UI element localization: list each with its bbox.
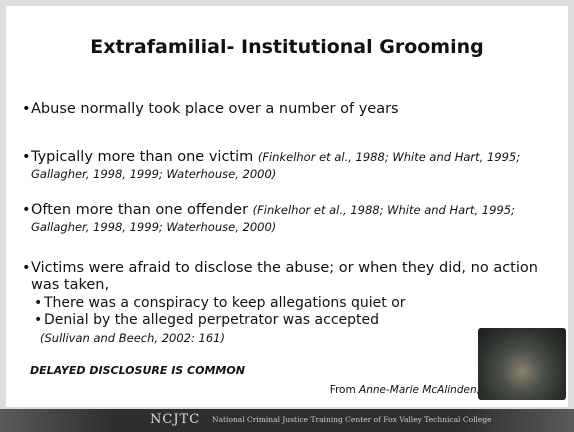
footer-logo: NCJTC <box>150 412 201 427</box>
bullet-text: Typically more than one victim <box>31 149 254 165</box>
source-author: Anne-Marie McAlinden, 2006 <box>359 384 510 396</box>
source-prefix: From <box>329 384 356 396</box>
citation: (Finkelhor et al., 1988; White and Hart,… <box>31 203 515 234</box>
bullet: Typically more than one victim (Finkelho… <box>22 149 561 183</box>
slide-title: Extrafamilial- Institutional Grooming <box>90 36 484 58</box>
sub-bullet: There was a conspiracy to keep allegatio… <box>34 295 484 312</box>
citation: (Finkelhor et al., 1988; White and Hart,… <box>31 150 521 181</box>
footer-bar: NCJTC National Criminal Justice Training… <box>0 409 574 432</box>
bullet-text: Often more than one offender <box>31 202 249 218</box>
sub-bullet-text: There was a conspiracy to keep allegatio… <box>44 295 406 311</box>
bullet: Victims were afraid to disclose the abus… <box>22 260 561 294</box>
footer-text: National Criminal Justice Training Cente… <box>212 415 492 424</box>
citation: (Sullivan and Beech, 2002: 161) <box>40 331 225 345</box>
source: From Anne-Marie McAlinden, 2006 <box>246 384 510 396</box>
bullet: Often more than one offender (Finkelhor … <box>22 202 561 236</box>
bullet: Abuse normally took place over a number … <box>22 101 561 118</box>
slide-content: Extrafamilial- Institutional Grooming Ab… <box>6 6 568 407</box>
bullet-text: Abuse normally took place over a number … <box>31 101 399 117</box>
bullet-text: Victims were afraid to disclose the abus… <box>31 260 538 293</box>
emphasis: DELAYED DISCLOSURE IS COMMON <box>30 364 245 377</box>
photo <box>478 328 566 400</box>
sub-bullet: Denial by the alleged perpetrator was ac… <box>34 312 484 329</box>
sub-bullet-text: Denial by the alleged perpetrator was ac… <box>44 312 380 328</box>
